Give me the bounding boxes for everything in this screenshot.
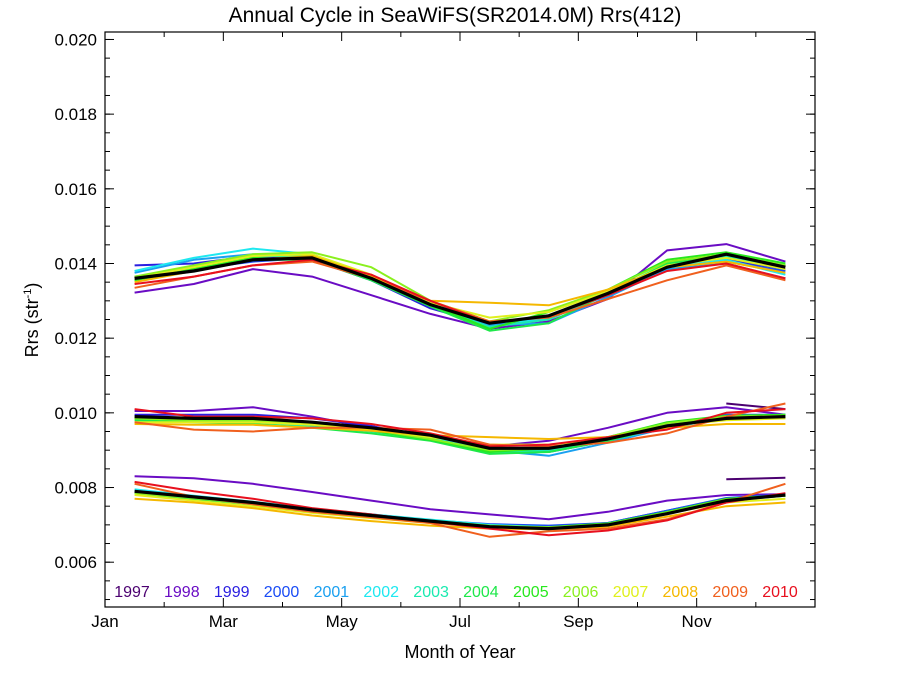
legend-entry-1999: 1999 [214, 584, 250, 601]
legend-entry-2006: 2006 [563, 584, 599, 601]
series-line-2010-high [134, 258, 786, 325]
legend-entry-2010: 2010 [762, 584, 798, 601]
y-axis-label-close: ) [22, 283, 42, 289]
legend-entry-2005: 2005 [513, 584, 549, 601]
series-line-1997-low [726, 476, 786, 481]
y-tick-label: 0.012 [54, 329, 97, 348]
series-line-2009-mid [134, 402, 786, 448]
legend: 1997 1998 1999 2000 2001 2002 2003 2004 2005 2006… [114, 584, 798, 601]
legend-entry-2003: 2003 [413, 584, 449, 601]
series-line-1998-high [134, 243, 786, 330]
series-line-2010-mid [134, 408, 786, 448]
x-tick-label: Jul [449, 612, 471, 631]
series-line-1998-low [134, 475, 786, 521]
y-tick-label: 0.006 [54, 553, 97, 572]
y-tick-label: 0.020 [54, 30, 97, 49]
legend-entry-2000: 2000 [264, 584, 300, 601]
climatology-layer [134, 252, 786, 531]
y-tick-label: 0.018 [54, 105, 97, 124]
x-axis-label: Month of Year [404, 642, 515, 662]
y-axis-label: Rrs (str-1) [22, 283, 42, 358]
legend-entry-1997: 1997 [114, 584, 150, 601]
legend-entry-2009: 2009 [712, 584, 748, 601]
legend-entry-2007: 2007 [613, 584, 649, 601]
legend-entry-2008: 2008 [663, 584, 699, 601]
x-axis: Jan Mar May Jul Sep Nov [91, 32, 757, 631]
y-tick-label: 0.008 [54, 479, 97, 498]
x-tick-label: May [326, 612, 359, 631]
legend-entry-2004: 2004 [463, 584, 499, 601]
y-tick-label: 0.016 [54, 180, 97, 199]
x-tick-label: Nov [682, 612, 713, 631]
series-line-2005-high [134, 251, 786, 330]
legend-entry-2001: 2001 [314, 584, 350, 601]
chart-title: Annual Cycle in SeaWiFS(SR2014.0M) Rrs(4… [229, 4, 682, 27]
series-line-2008-low [134, 497, 786, 531]
climatology-line-mid [134, 415, 786, 450]
series-line-1997-mid [726, 402, 786, 411]
climatology-line-low [134, 489, 786, 531]
climatology-line-high [134, 252, 786, 325]
series-layer [134, 243, 786, 538]
plot-area [104, 31, 816, 608]
x-tick-label: Sep [563, 612, 593, 631]
y-axis: 0.006 0.008 0.010 0.012 0.014 0.016 0.018 0.020 [54, 30, 815, 601]
y-axis-label-main: Rrs (str [22, 298, 42, 357]
y-tick-label: 0.010 [54, 404, 97, 423]
x-tick-label: Mar [209, 612, 239, 631]
legend-entry-2002: 2002 [363, 584, 399, 601]
y-tick-label: 0.014 [54, 254, 97, 273]
legend-entry-1998: 1998 [164, 584, 200, 601]
y-axis-label-sup: -1 [22, 289, 34, 299]
series-line-2006-mid [134, 414, 786, 452]
x-tick-label: Jan [91, 612, 118, 631]
